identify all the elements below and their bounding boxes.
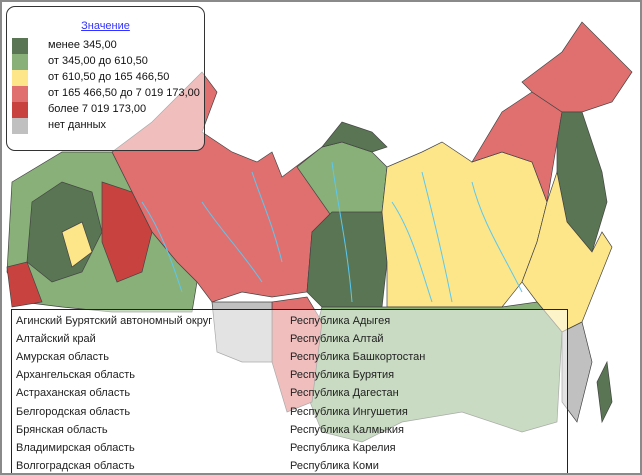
legend-title-link[interactable]: Значение xyxy=(81,20,130,32)
legend-item: нет данных xyxy=(12,118,202,134)
region-list-item[interactable]: Белгородская область xyxy=(16,405,131,418)
region-list-item[interactable]: Астраханская область xyxy=(16,387,131,400)
region-list-item[interactable]: Владимирская область xyxy=(16,441,135,454)
legend-label: более 7 019 173,00 xyxy=(48,103,147,115)
region-list: Агинский Бурятский автономный округ Алтай… xyxy=(11,309,568,473)
legend-swatch xyxy=(12,118,28,134)
legend-item: от 610,50 до 165 466,50 xyxy=(12,70,202,86)
legend-label: нет данных xyxy=(48,119,107,131)
legend-label: менее 345,00 xyxy=(48,39,117,51)
region-khabarovsk[interactable] xyxy=(521,170,613,333)
legend-item: от 165 466,50 до 7 019 173,00 xyxy=(12,86,202,102)
legend-label: от 345,00 до 610,50 xyxy=(48,55,148,67)
region-list-item[interactable]: Алтайский край xyxy=(16,333,96,346)
legend-swatch xyxy=(12,54,28,70)
legend-swatch xyxy=(12,86,28,102)
legend-label: от 610,50 до 165 466,50 xyxy=(48,71,170,83)
region-taimyr[interactable] xyxy=(321,121,388,153)
region-chukotka[interactable] xyxy=(521,21,633,113)
rivers xyxy=(141,161,523,303)
region-west-yellow[interactable] xyxy=(61,221,93,268)
region-list-item[interactable]: Амурская область xyxy=(16,351,109,364)
legend-swatch xyxy=(12,38,28,54)
legend-item: более 7 019 173,00 xyxy=(12,102,202,118)
legend-swatch xyxy=(12,102,28,118)
legend-label: от 165 466,50 до 7 019 173,00 xyxy=(48,87,200,99)
region-list-item[interactable]: Республика Калмыкия xyxy=(290,423,404,436)
region-list-item[interactable]: Республика Адыгея xyxy=(290,315,391,327)
region-far-east-island[interactable] xyxy=(596,360,613,424)
map-legend: Значение менее 345,00 от 345,00 до 610,5… xyxy=(6,6,205,151)
region-ural-red[interactable] xyxy=(6,261,43,308)
region-list-item[interactable]: Республика Бурятия xyxy=(290,369,395,382)
legend-swatch xyxy=(12,70,28,86)
legend-item: от 345,00 до 610,50 xyxy=(12,54,202,70)
region-list-item[interactable]: Архангельская область xyxy=(16,369,135,382)
region-list-item[interactable]: Агинский Бурятский автономный округ xyxy=(16,315,213,327)
region-list-item[interactable]: Республика Карелия xyxy=(290,441,396,454)
region-list-item[interactable]: Республика Коми xyxy=(290,459,379,472)
legend-item: менее 345,00 xyxy=(12,38,202,54)
region-list-item[interactable]: Республика Башкортостан xyxy=(290,351,426,364)
region-list-item[interactable]: Республика Алтай xyxy=(290,333,384,346)
region-list-item[interactable]: Волгоградская область xyxy=(16,459,135,472)
region-west-red[interactable] xyxy=(101,181,153,283)
region-list-item[interactable]: Республика Дагестан xyxy=(290,387,399,400)
region-list-item[interactable]: Брянская область xyxy=(16,423,108,436)
region-list-item[interactable]: Республика Ингушетия xyxy=(290,405,408,418)
